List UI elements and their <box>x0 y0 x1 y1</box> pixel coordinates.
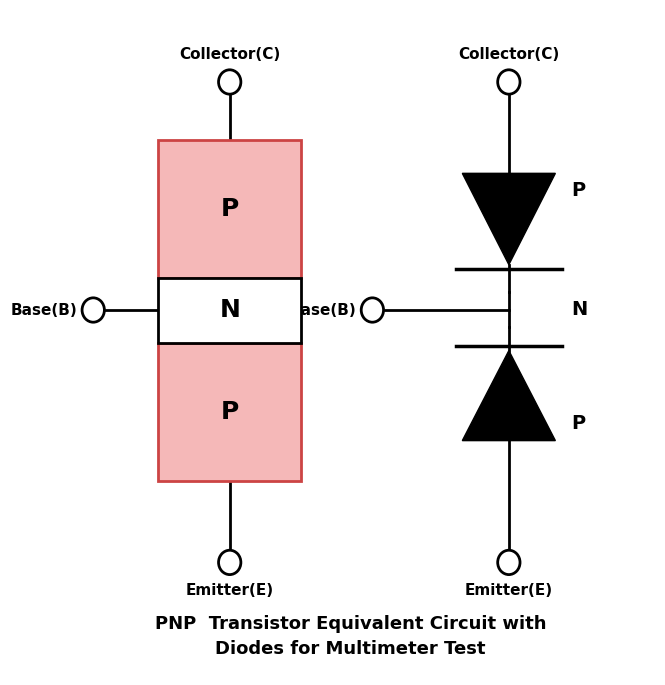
Circle shape <box>497 550 520 575</box>
Text: Base(B): Base(B) <box>289 303 356 318</box>
Polygon shape <box>462 351 555 440</box>
Text: Collector(C): Collector(C) <box>458 47 559 62</box>
Circle shape <box>361 298 384 322</box>
Bar <box>158 140 301 278</box>
Text: P: P <box>571 181 585 200</box>
Text: Base(B): Base(B) <box>11 303 77 318</box>
Circle shape <box>497 70 520 94</box>
Text: Emitter(E): Emitter(E) <box>465 583 553 598</box>
Text: P: P <box>571 414 585 433</box>
Text: N: N <box>571 300 587 319</box>
Circle shape <box>219 70 241 94</box>
Circle shape <box>82 298 104 322</box>
Text: P: P <box>221 400 239 424</box>
Text: N: N <box>219 299 240 323</box>
Circle shape <box>219 550 241 575</box>
Bar <box>158 278 301 342</box>
Polygon shape <box>462 173 555 264</box>
Text: Collector(C): Collector(C) <box>179 47 281 62</box>
Text: PNP  Transistor Equivalent Circuit with
Diodes for Multimeter Test: PNP Transistor Equivalent Circuit with D… <box>155 615 547 658</box>
Bar <box>158 342 301 482</box>
Text: P: P <box>221 197 239 221</box>
Text: Emitter(E): Emitter(E) <box>186 583 274 598</box>
